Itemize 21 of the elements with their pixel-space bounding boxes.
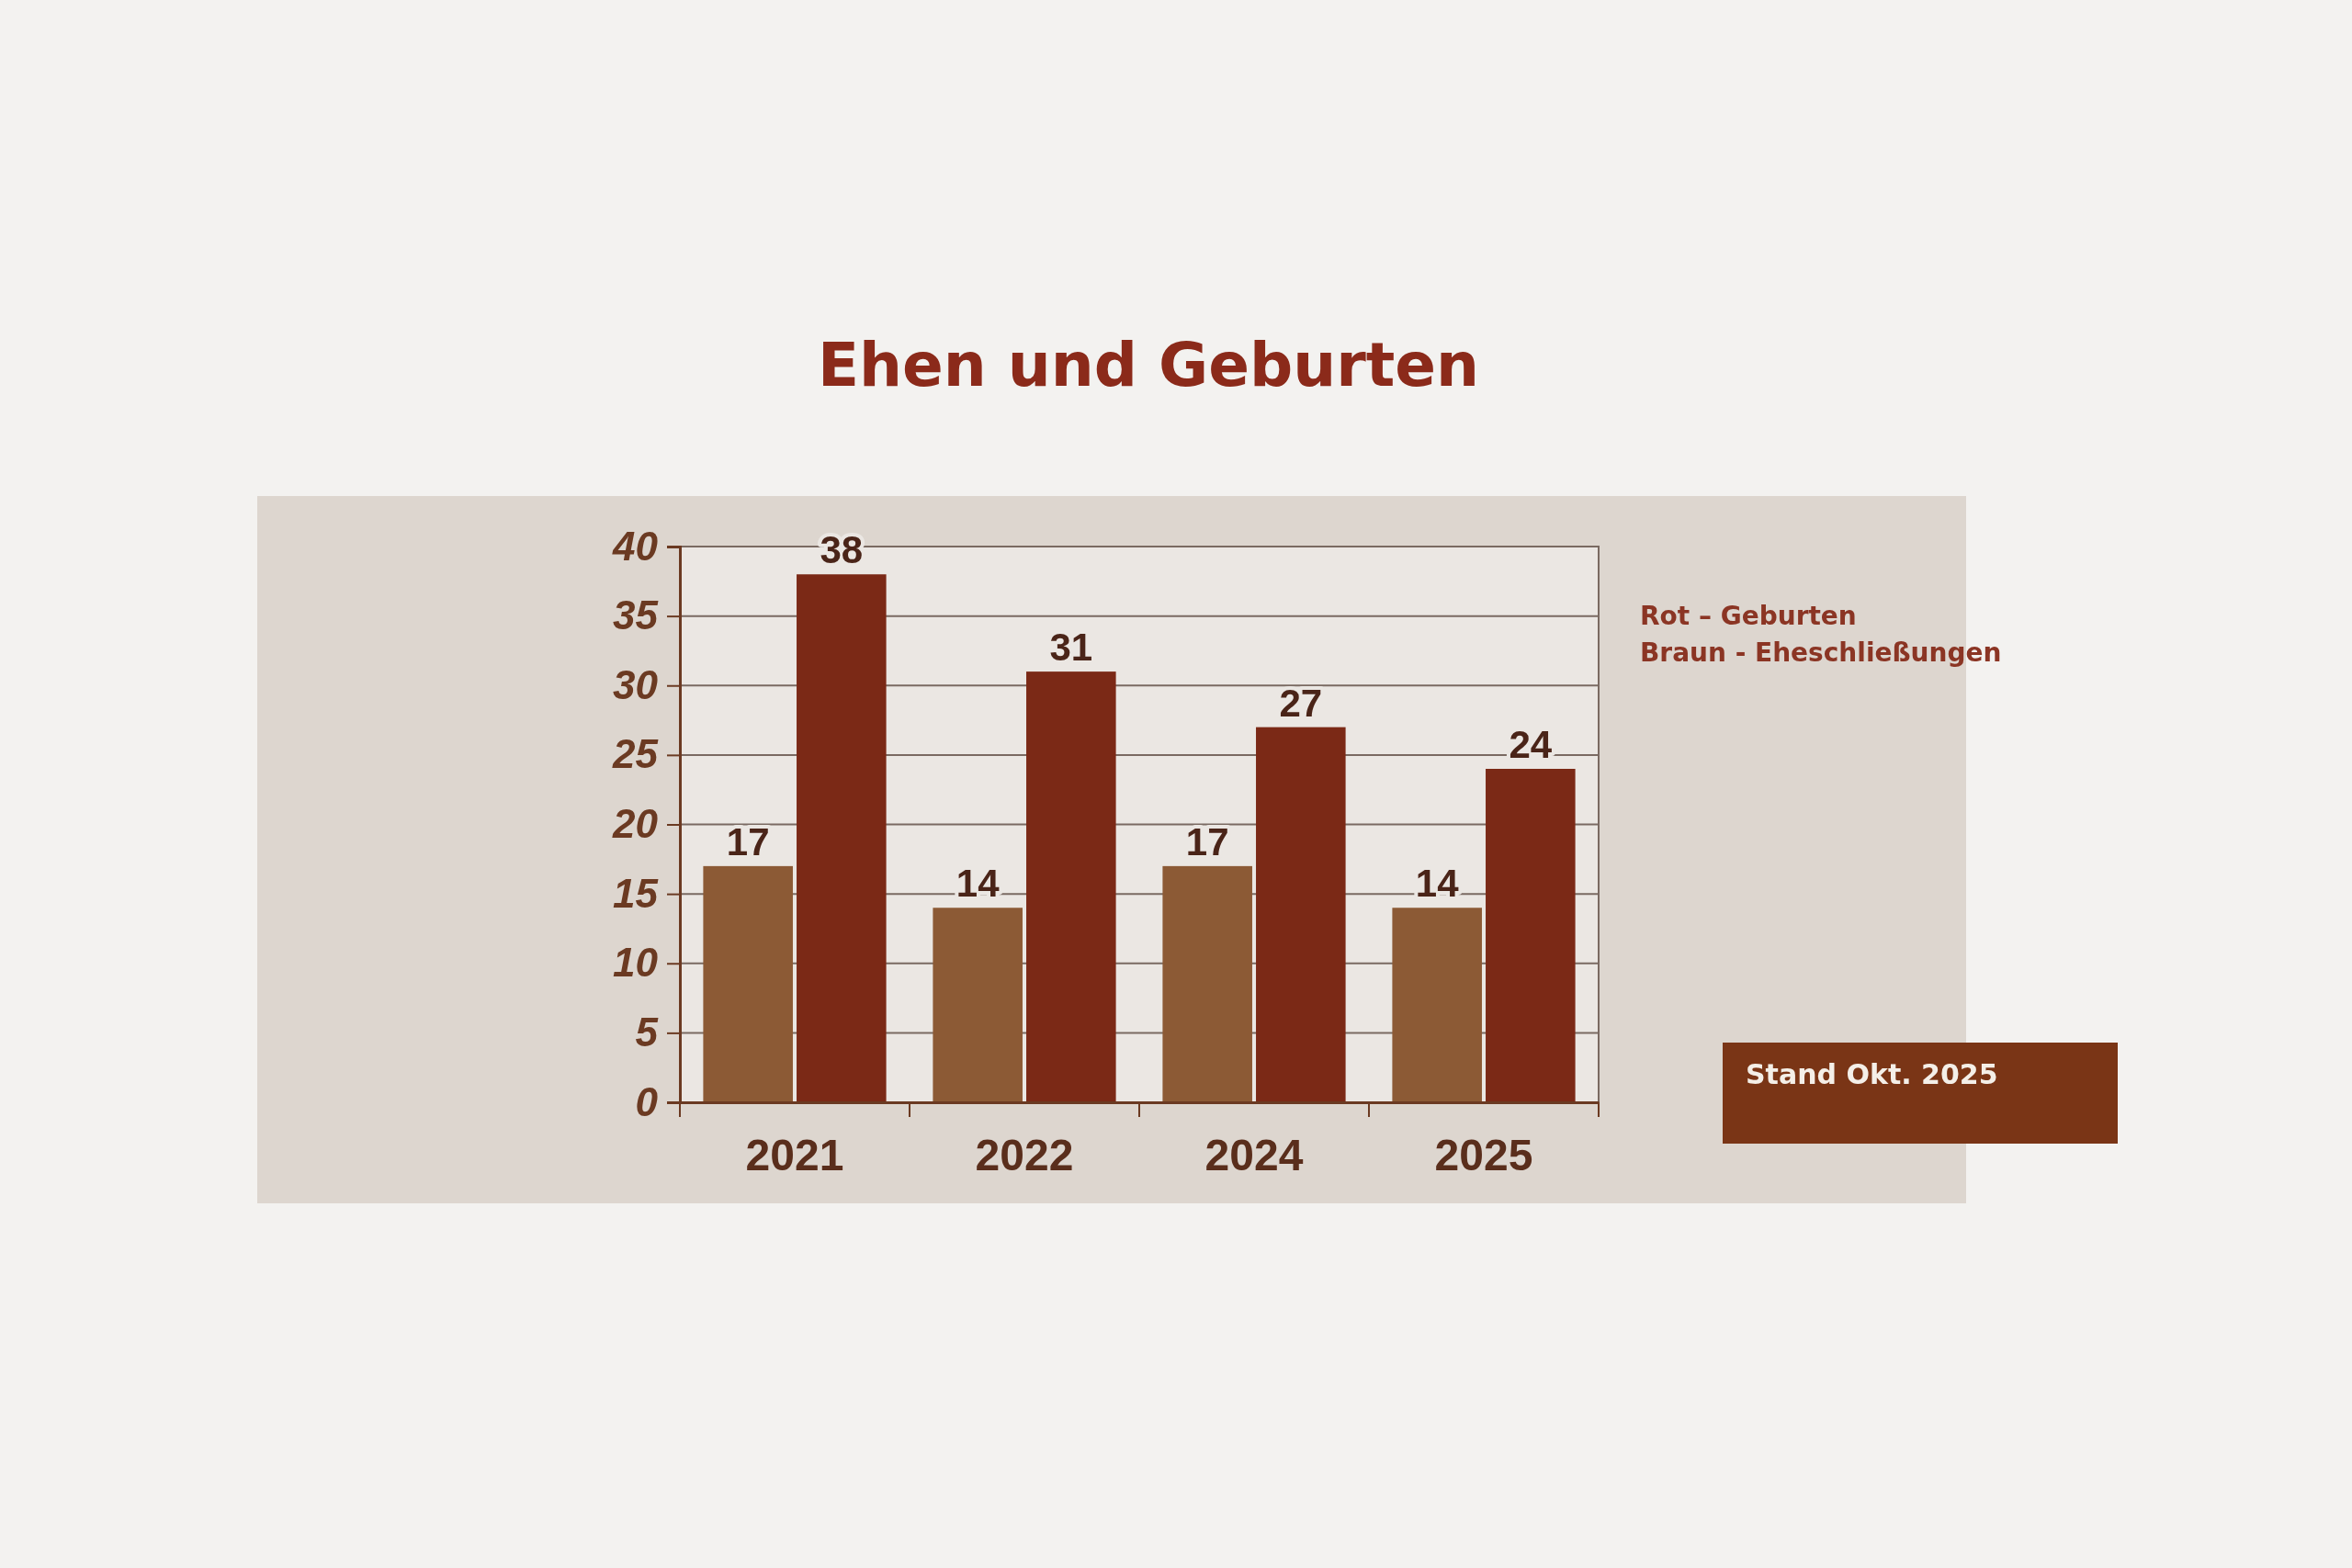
text: Braun - Eheschließungen xyxy=(1640,637,2002,668)
y-tick-label: 10 xyxy=(613,940,659,986)
y-tick-label: 40 xyxy=(612,523,659,569)
y-tick-label: 0 xyxy=(635,1078,659,1124)
data-label: 17 xyxy=(1185,819,1229,863)
data-label: 27 xyxy=(1279,681,1323,725)
chart-title: Ehen und Geburten xyxy=(817,330,1480,400)
data-label: 17 xyxy=(726,819,770,863)
y-tick-label: 15 xyxy=(613,870,659,916)
text: Stand Okt. 2025 xyxy=(1746,1058,1998,1090)
y-tick-label: 25 xyxy=(612,731,659,777)
data-label: 31 xyxy=(1049,626,1093,670)
x-tick-label: 2025 xyxy=(1434,1131,1533,1180)
x-tick-label: 2024 xyxy=(1204,1131,1304,1180)
y-tick-label: 35 xyxy=(613,592,659,638)
y-tick-label: 20 xyxy=(612,801,659,847)
y-tick-label: 30 xyxy=(613,661,659,707)
x-tick-label: 2022 xyxy=(975,1131,1074,1180)
x-tick-label: 2021 xyxy=(745,1131,844,1180)
y-tick-label: 5 xyxy=(635,1009,659,1055)
text: Rot – Geburten xyxy=(1640,601,1857,631)
